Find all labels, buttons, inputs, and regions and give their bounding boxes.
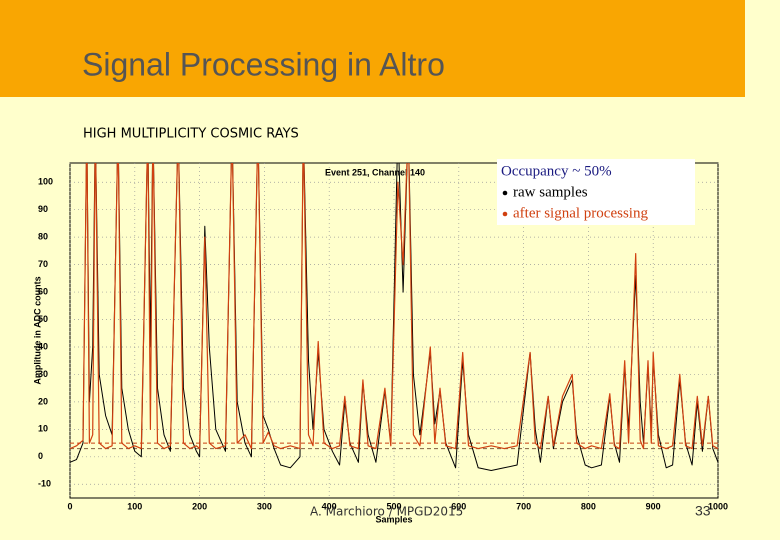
x-tick-label: 1000: [708, 501, 728, 511]
x-axis-label: Samples: [375, 514, 412, 524]
x-tick-label: 200: [192, 501, 207, 511]
slide-title: Signal Processing in Altro: [82, 46, 445, 82]
y-tick-label: 10: [38, 424, 48, 434]
x-tick-label: 600: [451, 501, 466, 511]
x-tick-label: 900: [646, 501, 661, 511]
header-bar: [0, 0, 745, 97]
x-tick-label: 800: [581, 501, 596, 511]
y-tick-label: 50: [38, 314, 48, 324]
y-tick-label: 90: [38, 204, 48, 214]
legend-box: [497, 159, 695, 225]
page-number: 33: [695, 503, 711, 519]
y-tick-label: 100: [38, 177, 53, 187]
y-axis-label: Amplitude in ADC counts: [32, 276, 42, 384]
x-tick-label: 500: [386, 501, 401, 511]
subtitle: HIGH MULTIPLICITY COSMIC RAYS: [83, 127, 299, 142]
x-tick-label: 400: [322, 501, 337, 511]
y-tick-label: 70: [38, 259, 48, 269]
chart-title: Event 251, Channel 140: [325, 167, 425, 177]
x-tick-label: 100: [127, 501, 142, 511]
y-tick-label: 80: [38, 232, 48, 242]
y-tick-label: 0: [38, 451, 43, 461]
x-tick-label: 300: [257, 501, 272, 511]
plot-area: [70, 163, 718, 471]
y-tick-label: 30: [38, 369, 48, 379]
data-line: [70, 163, 718, 450]
legend-label: raw samples: [513, 184, 588, 200]
y-tick-label: 60: [38, 286, 48, 296]
legend-title: Occupancy ~ 50%: [501, 163, 612, 179]
y-tick-label: 20: [38, 396, 48, 406]
y-tick-label: 40: [38, 341, 48, 351]
footer: A. Marchioro / MPGD2015: [310, 505, 463, 519]
x-tick-label: 700: [516, 501, 531, 511]
legend-bullet: [502, 211, 508, 217]
y-tick-label: -10: [38, 479, 51, 489]
legend-bullet: [502, 190, 508, 196]
x-tick-label: 0: [67, 501, 72, 511]
legend-label: after signal processing: [513, 205, 648, 221]
